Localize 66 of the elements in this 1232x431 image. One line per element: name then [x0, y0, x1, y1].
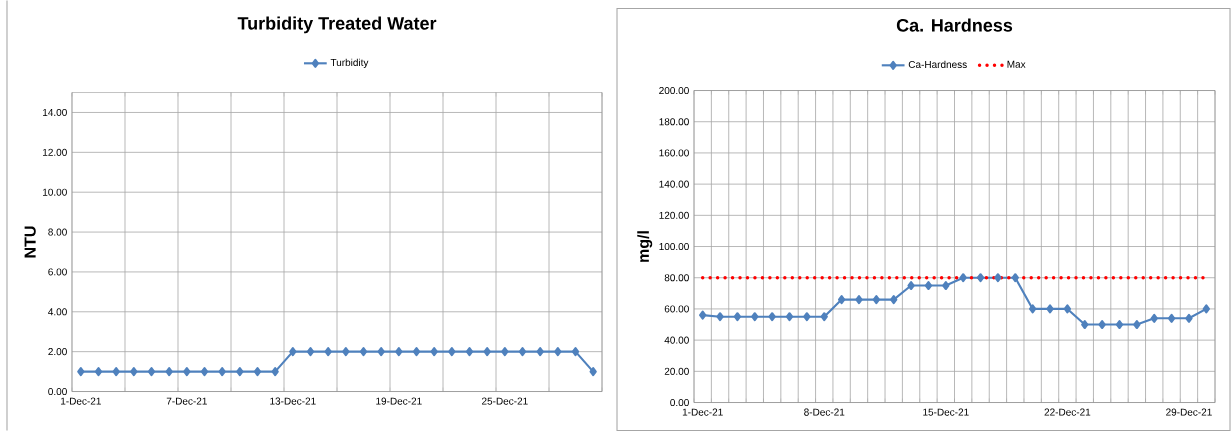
y-tick-label: 2.00: [48, 348, 67, 356]
y-tick-label: 200.00: [659, 86, 689, 95]
y-tick-label: 10.00: [43, 188, 67, 196]
y-tick-label: 14.00: [43, 108, 67, 116]
point: [994, 273, 1002, 283]
point: [803, 312, 811, 322]
y-tick-label: 120.00: [659, 211, 689, 219]
y-axis-title: mg/l: [637, 231, 653, 262]
x-tick-label: 1-Dec-21: [61, 397, 101, 405]
point: [855, 295, 863, 305]
y-tick-label: 12.00: [43, 148, 67, 156]
point: [733, 312, 742, 322]
y-tick-label: 0.00: [48, 387, 67, 396]
point: [751, 312, 759, 322]
point: [1150, 313, 1158, 323]
legend-label: Ca-Hardness: [908, 60, 967, 68]
point: [1115, 319, 1124, 330]
x-tick-label: 25-Dec-21: [481, 397, 528, 405]
point: [1167, 313, 1176, 323]
point: [1098, 319, 1106, 330]
y-axis-title: NTU: [24, 226, 36, 258]
point: [1081, 319, 1089, 330]
point: [924, 280, 933, 291]
y-tick-label: 80.00: [664, 274, 689, 282]
y-tick-label: 40.00: [664, 336, 689, 344]
y-tick-label: 20.00: [664, 367, 689, 375]
point: [959, 273, 967, 283]
x-tick-label: 7-Dec-21: [166, 397, 207, 405]
point: [890, 295, 898, 305]
x-tick-label: 29-Dec-21: [1166, 408, 1212, 416]
point: [820, 312, 828, 322]
legend-label: Turbidity: [330, 58, 369, 68]
point: [699, 310, 707, 320]
point: [907, 280, 915, 291]
point: [837, 295, 846, 305]
x-tick-label: 15-Dec-21: [923, 408, 969, 416]
legend-label: Max: [1007, 60, 1026, 68]
y-tick-label: 4.00: [48, 308, 67, 316]
point: [976, 273, 985, 283]
point: [1202, 304, 1210, 314]
x-tick-label: 1-Dec-21: [682, 408, 723, 416]
x-tick-label: 22-Dec-21: [1044, 408, 1091, 416]
point: [1028, 304, 1037, 314]
y-tick-label: 140.00: [659, 180, 689, 188]
y-tick-label: 0.00: [670, 398, 689, 407]
y-tick-label: 6.00: [48, 268, 67, 276]
x-tick-label: 8-Dec-21: [804, 408, 845, 416]
point: [942, 280, 950, 291]
y-tick-label: 180.00: [659, 118, 689, 126]
y-tick-label: 100.00: [659, 242, 689, 251]
chart-title: Turbidity Treated Water: [237, 16, 437, 34]
x-tick-label: 19-Dec-21: [376, 397, 422, 405]
point: [872, 295, 881, 305]
point: [1133, 319, 1141, 330]
point: [768, 312, 776, 322]
chart-title: Ca. Hardness: [896, 18, 1013, 32]
y-tick-label: 60.00: [664, 305, 689, 313]
point: [1185, 313, 1193, 323]
point: [785, 312, 794, 322]
x-tick-label: 13-Dec-21: [270, 397, 316, 405]
point: [1011, 273, 1019, 283]
point: [1046, 304, 1054, 314]
point: [1063, 304, 1072, 314]
y-tick-label: 8.00: [48, 228, 67, 236]
point: [716, 312, 724, 322]
y-tick-label: 160.00: [659, 149, 689, 157]
